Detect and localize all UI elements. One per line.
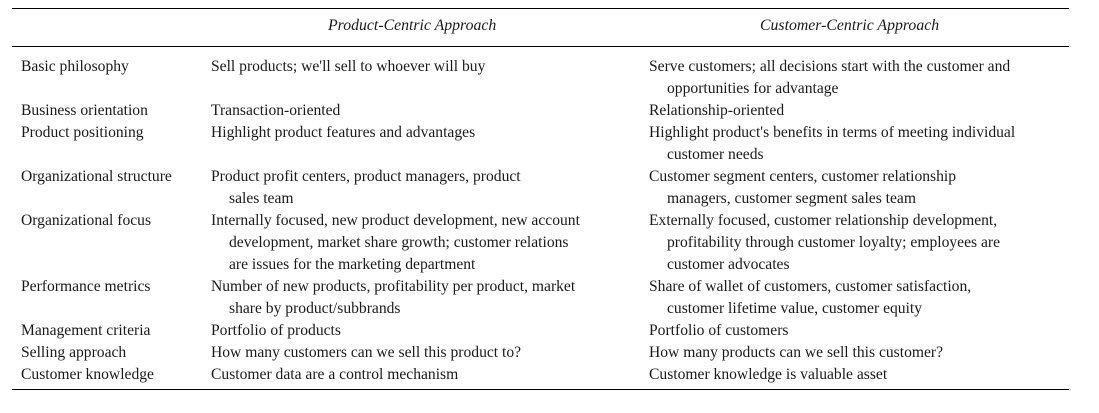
customer-centric-cell: Customer segment centers, customer relat…: [649, 166, 956, 210]
product-centric-cell: Internally focused, new product developm…: [211, 210, 580, 276]
product-centric-cell: Customer data are a control mechanism: [211, 364, 458, 386]
table-top-rule: [12, 8, 1069, 10]
row-label: Customer knowledge: [21, 366, 154, 383]
customer-centric-cell-line: customer needs: [667, 146, 764, 163]
customer-centric-cell: Relationship-oriented: [649, 100, 784, 122]
product-centric-cell: Product profit centers, product managers…: [211, 166, 521, 210]
customer-centric-cell: How many products can we sell this custo…: [649, 342, 943, 364]
customer-centric-cell-line: Customer segment centers, customer relat…: [649, 168, 957, 185]
product-centric-cell-line: Product profit centers, product managers…: [211, 168, 521, 185]
product-centric-cell-line: development, market share growth; custom…: [229, 234, 569, 251]
product-centric-cell-line: sales team: [229, 190, 294, 207]
product-centric-cell-line: Highlight product features and advantage…: [211, 124, 476, 141]
row-label: Management criteria: [21, 322, 151, 339]
customer-centric-cell-line: How many products can we sell this custo…: [649, 344, 944, 361]
customer-centric-cell-line: Highlight product's benefits in terms of…: [649, 124, 1016, 141]
customer-centric-cell-line: customer advocates: [667, 256, 790, 273]
product-centric-cell-line: Transaction-oriented: [211, 102, 341, 119]
row-label: Product positioning: [21, 124, 144, 141]
customer-centric-cell: Customer knowledge is valuable asset: [649, 364, 887, 386]
product-centric-cell-line: share by product/subbrands: [229, 300, 401, 317]
row-label: Organizational focus: [21, 212, 152, 229]
customer-centric-cell-line: Share of wallet of customers, customer s…: [649, 278, 972, 295]
product-centric-cell-line: Customer data are a control mechanism: [211, 366, 459, 383]
product-centric-cell-line: Sell products; we'll sell to whoever wil…: [211, 58, 486, 75]
product-centric-cell-line: How many customers can we sell this prod…: [211, 344, 522, 361]
customer-centric-cell: Externally focused, customer relationshi…: [649, 210, 1000, 276]
product-centric-cell: Portfolio of products: [211, 320, 341, 342]
product-centric-cell: Number of new products, profitability pe…: [211, 276, 575, 320]
customer-centric-cell-line: customer lifetime value, customer equity: [667, 300, 923, 317]
customer-centric-cell-line: Customer knowledge is valuable asset: [649, 366, 888, 383]
column-header-product-centric: Product-Centric Approach: [328, 17, 497, 34]
customer-centric-cell-line: managers, customer segment sales team: [667, 190, 916, 207]
customer-centric-cell-line: Externally focused, customer relationshi…: [649, 212, 998, 229]
customer-centric-cell: Portfolio of customers: [649, 320, 788, 342]
customer-centric-cell-line: opportunities for advantage: [667, 80, 839, 97]
customer-centric-cell: Serve customers; all decisions start wit…: [649, 56, 1010, 100]
product-centric-cell-line: Portfolio of products: [211, 322, 341, 339]
customer-centric-cell-line: Portfolio of customers: [649, 322, 789, 339]
column-header-customer-centric: Customer-Centric Approach: [760, 17, 940, 34]
customer-centric-cell: Share of wallet of customers, customer s…: [649, 276, 971, 320]
product-centric-cell-line: Number of new products, profitability pe…: [211, 278, 576, 295]
row-label: Organizational structure: [21, 168, 172, 185]
product-centric-cell: Sell products; we'll sell to whoever wil…: [211, 56, 485, 78]
product-centric-cell-line: Internally focused, new product developm…: [211, 212, 580, 229]
row-label: Basic philosophy: [21, 58, 129, 75]
product-centric-cell: Highlight product features and advantage…: [211, 122, 475, 144]
row-label: Selling approach: [21, 344, 127, 361]
table-bottom-rule: [12, 389, 1069, 391]
table-header-rule: [12, 46, 1069, 47]
product-centric-cell: How many customers can we sell this prod…: [211, 342, 521, 364]
customer-centric-cell-line: profitability through customer loyalty; …: [667, 234, 1001, 251]
product-centric-cell: Transaction-oriented: [211, 100, 340, 122]
customer-centric-cell: Highlight product's benefits in terms of…: [649, 122, 1015, 166]
row-label: Business orientation: [21, 102, 148, 119]
customer-centric-cell-line: Relationship-oriented: [649, 102, 785, 119]
product-centric-cell-line: are issues for the marketing department: [229, 256, 476, 273]
customer-centric-cell-line: Serve customers; all decisions start wit…: [649, 58, 1011, 75]
row-label: Performance metrics: [21, 278, 151, 295]
